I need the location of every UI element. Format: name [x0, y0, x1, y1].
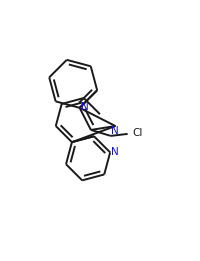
Text: N: N: [81, 102, 89, 112]
Text: Cl: Cl: [132, 128, 142, 138]
Text: N: N: [111, 126, 118, 136]
Text: N: N: [111, 147, 119, 157]
